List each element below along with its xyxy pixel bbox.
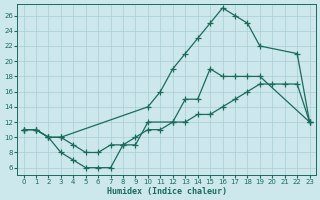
X-axis label: Humidex (Indice chaleur): Humidex (Indice chaleur) (107, 187, 227, 196)
